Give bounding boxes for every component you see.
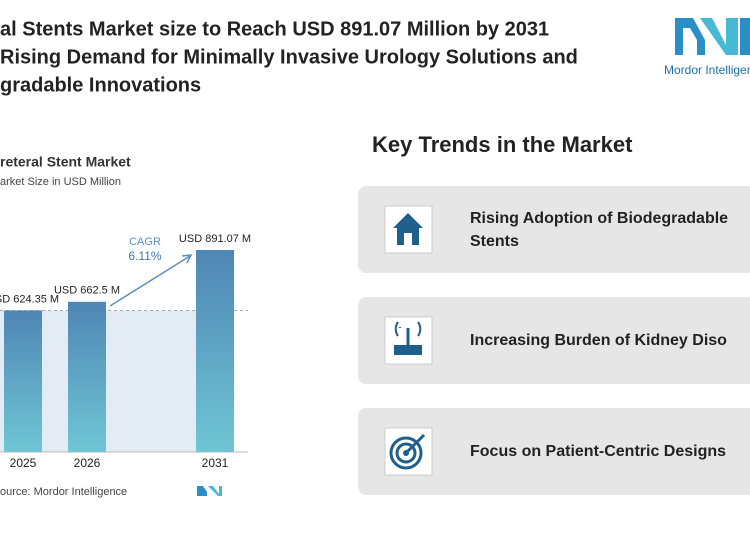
trend-card: Rising Adoption of Biodegradable Stents [358,186,750,273]
cagr-arrow [109,254,193,307]
trend-text: Increasing Burden of Kidney Diso [470,332,727,349]
trend-text: Stents [470,233,519,250]
chart-subtitle: arket Size in USD Million [0,176,121,188]
trend-text: Focus on Patient-Centric Designs [470,443,726,460]
mini-logo [197,486,222,496]
trend-card: Increasing Burden of Kidney Diso [358,297,750,384]
bar [196,249,234,452]
trend-text: Rising Adoption of Biodegradable [470,210,728,227]
cagr-label: CAGR [129,236,161,248]
value-label: USD 662.5 M [54,285,120,297]
bar [68,301,106,452]
trend-card: Focus on Patient-Centric Designs [358,408,750,495]
x-tick-label: 2025 [10,456,37,470]
x-tick-label: 2026 [74,456,101,470]
logo-text: Mordor Intelligence [664,63,750,77]
cagr-value: 6.11% [128,249,161,263]
headline: gradable Innovations [0,74,201,96]
logo: Mordor Intelligence [664,18,750,77]
value-label: USD 891.07 M [179,233,251,245]
headline: Rising Demand for Minimally Invasive Uro… [0,46,578,68]
bar [4,310,42,452]
headline: al Stents Market size to Reach USD 891.0… [0,18,549,40]
trends-title: Key Trends in the Market [372,132,633,157]
x-tick-label: 2031 [202,456,229,470]
source: ource: Mordor Intelligence [0,486,127,498]
chart-title: reteral Stent Market [0,154,131,170]
value-label: USD 624.35 M [0,293,59,305]
chart: reteral Stent Market arket Size in USD M… [0,154,251,498]
